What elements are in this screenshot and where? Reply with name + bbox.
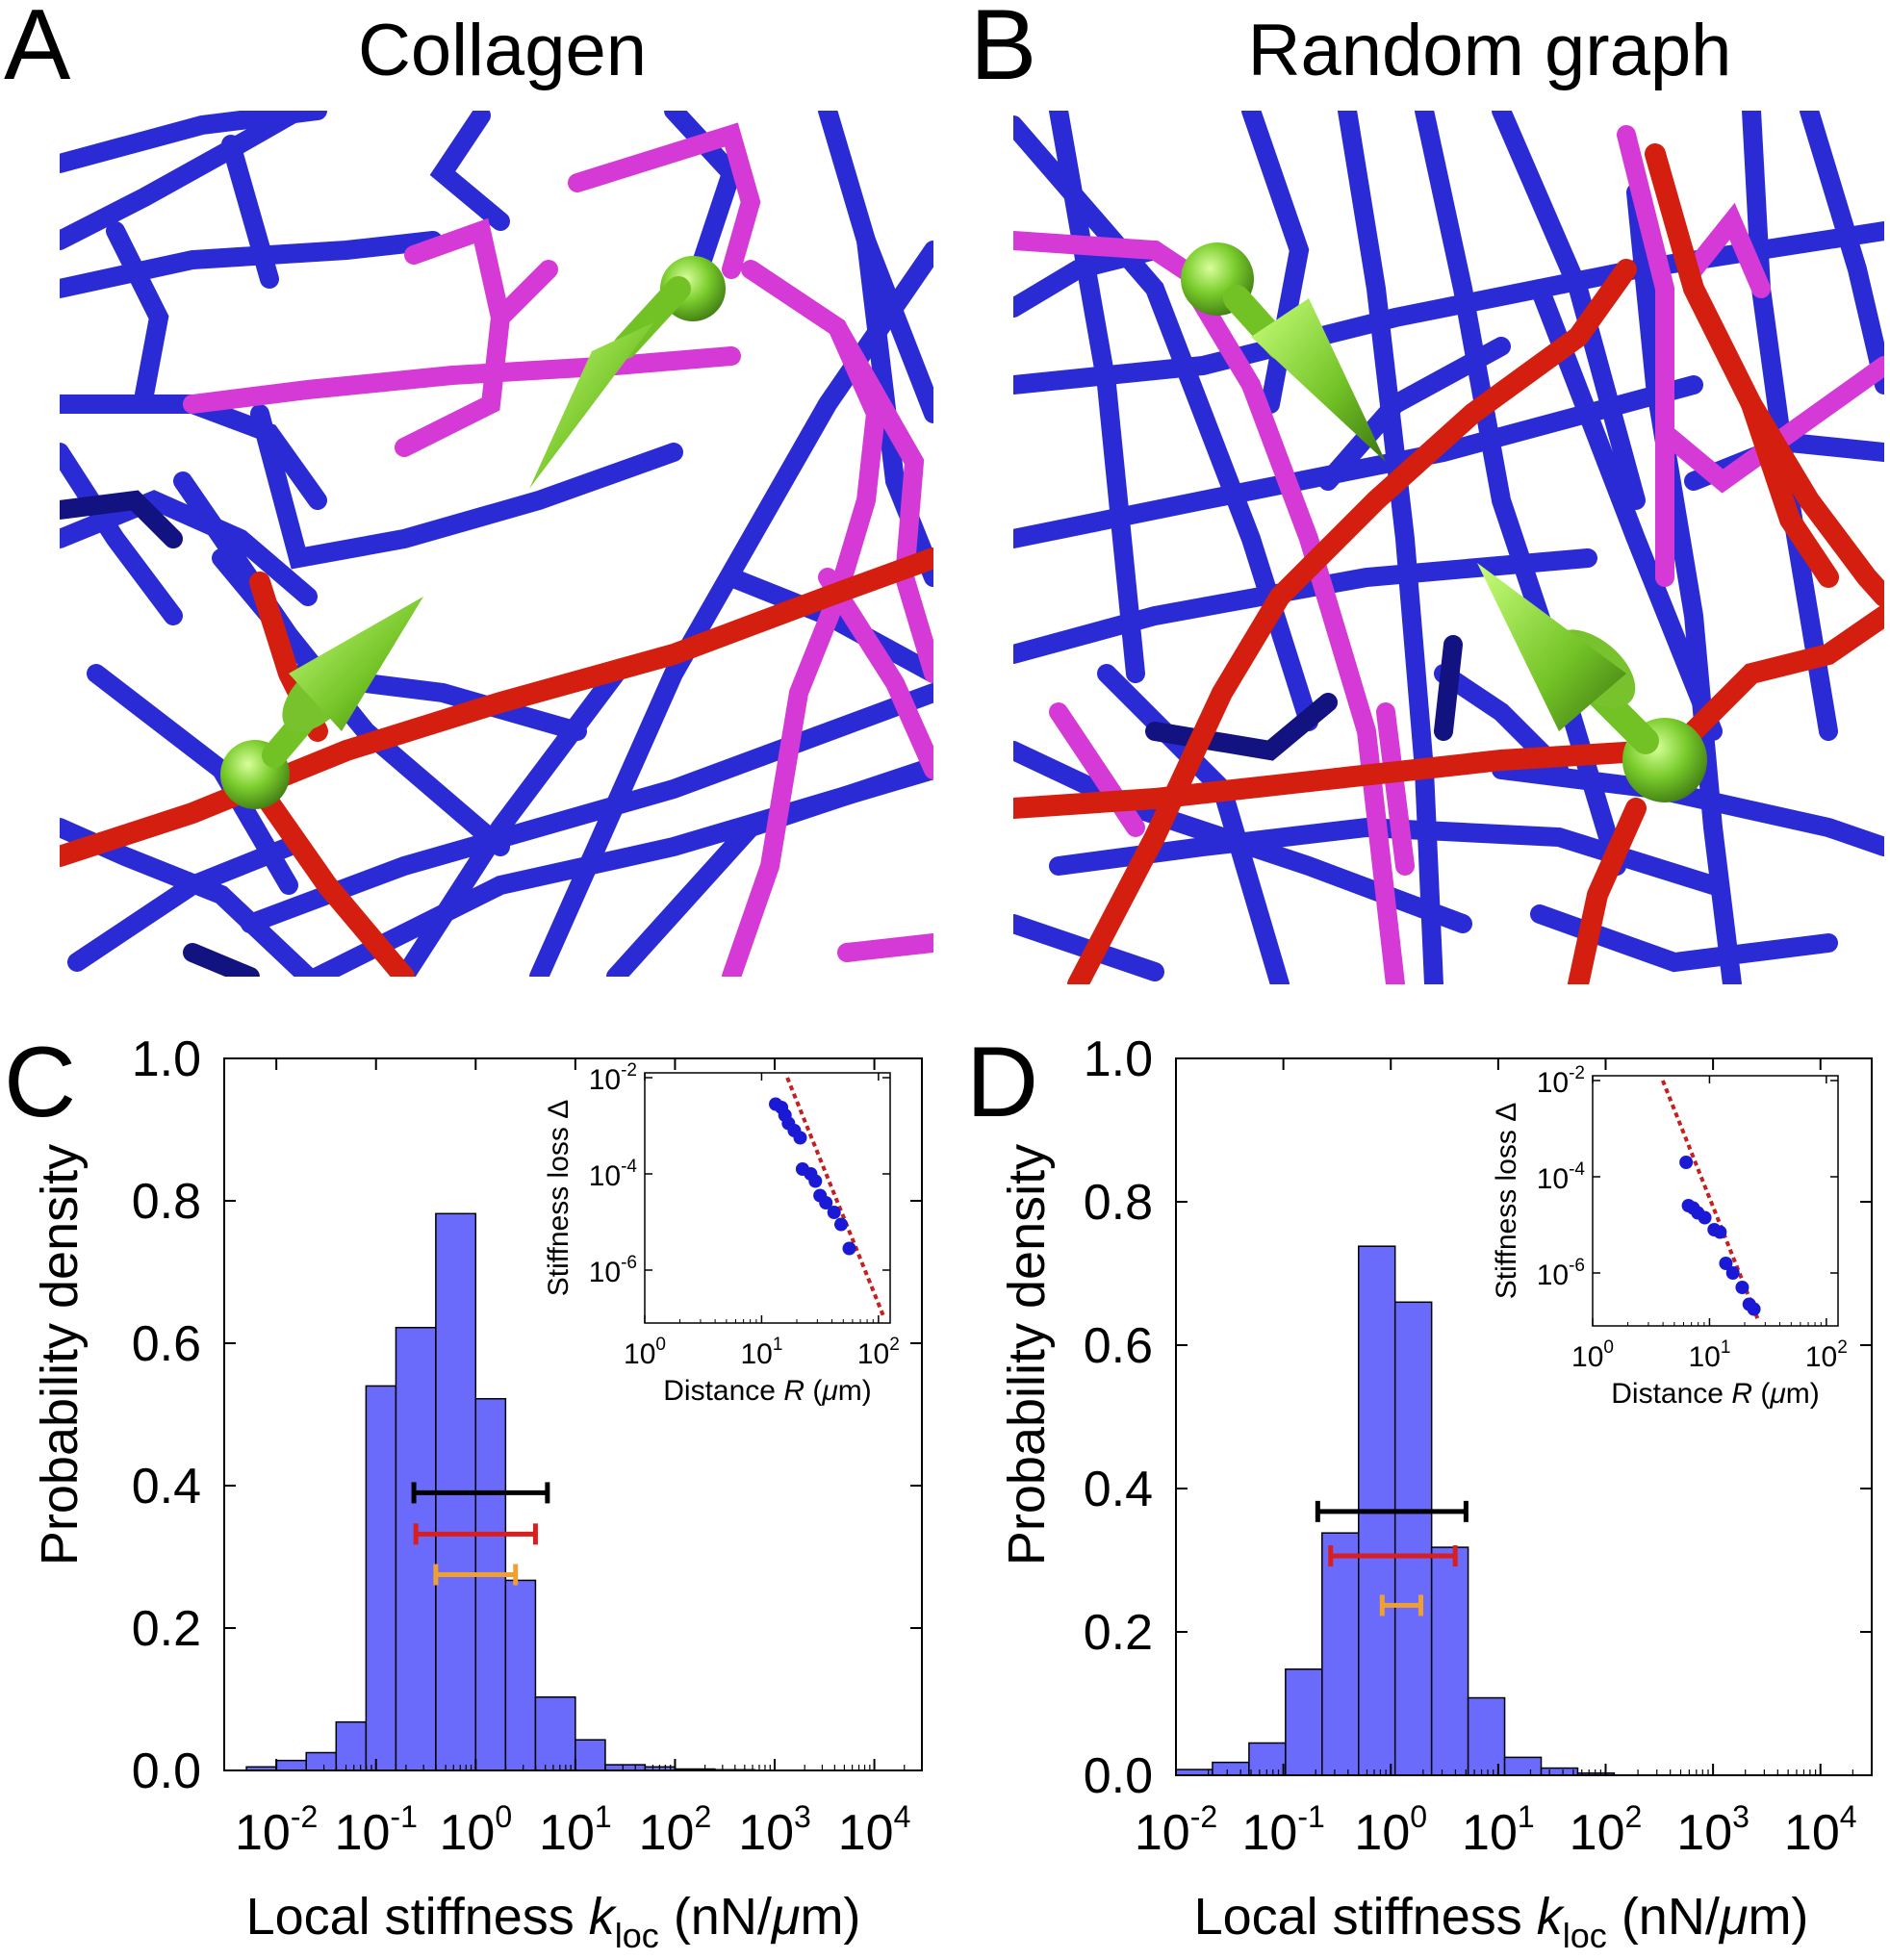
histogram-bar <box>1285 1667 1323 1776</box>
plot-frame <box>223 1057 923 1771</box>
inset-y-tick-label: 10-4 <box>589 1157 638 1192</box>
inset-data-point <box>827 1206 841 1219</box>
chart-panel-c: Probability density Local stiffness kloc… <box>31 1031 923 1955</box>
histogram-bar <box>305 1751 338 1771</box>
histogram-bar <box>365 1385 397 1771</box>
x-axis-title-c: Local stiffness kloc (nN/μm) <box>246 1888 861 1955</box>
inset-y-axis-title: Stiffness loss Δ <box>1491 1103 1522 1300</box>
inset-data-point <box>1735 1281 1750 1294</box>
x-tick-label: 103 <box>738 1799 811 1861</box>
histogram-bar <box>575 1739 606 1771</box>
x-tick-label: 104 <box>838 1799 911 1861</box>
inset-data-point <box>808 1174 823 1188</box>
plot-frame <box>1175 1057 1873 1776</box>
x-tick-label: 10-2 <box>1135 1799 1217 1861</box>
network-render-random-graph <box>1013 111 1884 984</box>
inset-y-tick-label: 10-2 <box>1537 1063 1585 1099</box>
y-tick-label: 0.0 <box>132 1744 201 1799</box>
inset-data-point <box>1713 1225 1727 1239</box>
inset-y-tick-label: 10-2 <box>589 1060 637 1096</box>
inset-x-tick-label: 102 <box>857 1335 900 1370</box>
histogram-bar <box>1540 1767 1579 1776</box>
inset-x-axis-title: Distance R (μm) <box>663 1375 871 1407</box>
y-tick-label: 0.4 <box>132 1459 201 1515</box>
panel-title-b: Random graph <box>1248 10 1732 91</box>
inset-y-axis-title: Stiffness loss Δ <box>543 1100 575 1297</box>
histogram-bar <box>1212 1761 1250 1776</box>
y-tick-label: 0.8 <box>132 1174 201 1230</box>
inset-scatter: 100 101 102 10-2 10-4 10-6 Distance R (μm) Stif… <box>1491 1063 1848 1410</box>
histogram-bar <box>1430 1546 1469 1776</box>
inset-x-tick-label: 101 <box>1688 1337 1730 1373</box>
inset-data-point <box>1679 1156 1694 1169</box>
histogram-bar <box>1503 1756 1543 1776</box>
x-tick-label: 101 <box>539 1799 612 1861</box>
network-render-collagen <box>60 111 933 977</box>
error-bar-black <box>411 1482 550 1504</box>
y-tick-label: 0.6 <box>1084 1318 1153 1374</box>
error-bar-orange <box>433 1564 519 1586</box>
inset-data-point <box>842 1241 856 1256</box>
x-axis-title-d: Local stiffness kloc (nN/μm) <box>1194 1888 1809 1955</box>
inset-y-tick-label: 10-6 <box>589 1253 637 1288</box>
inset-data-point <box>1747 1302 1761 1316</box>
inset-data-point <box>1698 1210 1712 1225</box>
y-axis-title-d: Probability density <box>998 1144 1056 1565</box>
histogram-bar <box>534 1696 576 1771</box>
y-tick-label: 0.0 <box>1084 1748 1153 1804</box>
y-tick-label: 1.0 <box>132 1031 201 1087</box>
x-tick-label: 10-2 <box>235 1799 318 1861</box>
x-tick-label: 100 <box>1354 1799 1427 1861</box>
histogram-bar <box>1467 1696 1506 1776</box>
x-tick-label: 104 <box>1784 1799 1857 1861</box>
inset-x-axis-title: Distance R (μm) <box>1611 1378 1819 1410</box>
error-bar-red <box>1328 1545 1458 1567</box>
y-tick-label: 0.2 <box>132 1601 201 1657</box>
inset-x-tick-label: 101 <box>740 1335 782 1370</box>
inset-frame <box>1592 1075 1839 1327</box>
inset-x-tick-label: 102 <box>1805 1337 1848 1373</box>
inset-data-point <box>793 1131 807 1145</box>
x-tick-label: 10-1 <box>335 1799 418 1861</box>
error-bar-red <box>413 1523 538 1545</box>
panel-letter-a: A <box>4 0 71 101</box>
y-tick-label: 0.8 <box>1084 1175 1153 1231</box>
histogram-bar <box>474 1397 507 1771</box>
x-tick-label: 102 <box>1570 1799 1643 1861</box>
inset-x-tick-label: 100 <box>624 1335 666 1370</box>
histogram-bar <box>395 1326 437 1771</box>
error-bar-black <box>1315 1500 1469 1522</box>
inset-data-point <box>1719 1257 1733 1270</box>
inset-data-point <box>819 1196 833 1209</box>
histogram-bar <box>1321 1532 1360 1776</box>
x-tick-label: 101 <box>1462 1799 1535 1861</box>
x-tick-label: 103 <box>1676 1799 1750 1861</box>
inset-x-tick-label: 100 <box>1571 1337 1614 1373</box>
x-tick-label: 10-1 <box>1241 1799 1324 1861</box>
y-tick-label: 0.6 <box>132 1316 201 1372</box>
panel-letter-b: B <box>970 0 1036 101</box>
histogram-bar <box>275 1759 307 1771</box>
histogram-bar <box>504 1579 537 1771</box>
panel-title-a: Collagen <box>358 10 647 91</box>
panel-letter-d: D <box>966 1027 1038 1138</box>
error-bar-orange <box>1379 1594 1424 1616</box>
inset-scatter: 100 101 102 10-2 10-4 10-6 Distance R (μm) Stif… <box>543 1060 900 1407</box>
inset-y-tick-label: 10-4 <box>1537 1159 1586 1195</box>
inset-data-point <box>1725 1266 1740 1280</box>
y-tick-label: 0.4 <box>1084 1462 1153 1517</box>
y-axis-title-c: Probability density <box>31 1144 89 1565</box>
panel-letter-c: C <box>4 1027 76 1138</box>
histogram-bar <box>1393 1301 1433 1776</box>
chart-panel-d: Probability density Local stiffness kloc… <box>998 1031 1873 1955</box>
histogram-bar <box>335 1720 368 1771</box>
inset-data-point <box>834 1217 848 1232</box>
x-tick-label: 102 <box>639 1799 712 1861</box>
inset-frame <box>644 1072 891 1324</box>
y-tick-label: 0.2 <box>1084 1605 1153 1661</box>
inset-y-tick-label: 10-6 <box>1537 1256 1585 1291</box>
y-tick-label: 1.0 <box>1084 1031 1153 1087</box>
x-tick-label: 100 <box>439 1799 512 1861</box>
